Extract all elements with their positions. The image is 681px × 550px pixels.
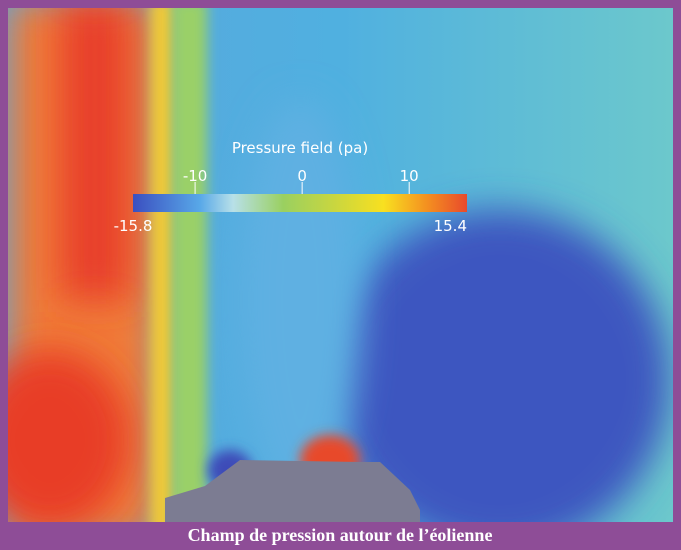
- colorbar-tick-label: 10: [400, 167, 419, 185]
- colorbar-tick-label: 0: [297, 167, 307, 185]
- page: Pressure field (pa) -15.8 15.4 -10 0 10 Ch…: [0, 0, 681, 550]
- figure: Pressure field (pa) -15.8 15.4 -10 0 10 Ch…: [0, 0, 681, 550]
- caption: Champ de pression autour de l’éolienne: [188, 525, 493, 545]
- pressure-field: [0, 0, 673, 550]
- colorbar-max: 15.4: [434, 217, 467, 235]
- colorbar-title: Pressure field (pa): [232, 139, 368, 157]
- colorbar-min: -15.8: [114, 217, 153, 235]
- colorbar-tick-label: -10: [183, 167, 208, 185]
- colorbar-gradient: [133, 194, 467, 212]
